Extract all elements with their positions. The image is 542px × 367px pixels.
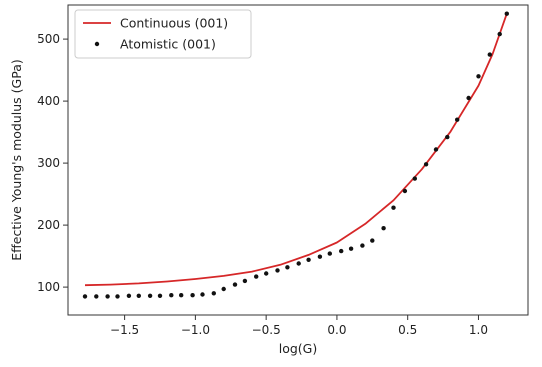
y-tick-label: 200 [37,218,60,232]
legend-entry-label: Continuous (001) [120,16,228,31]
atomistic-point [169,293,174,298]
atomistic-point [348,246,354,251]
atomistic-point [391,205,396,210]
atomistic-point [455,117,460,122]
x-tick-label: −1.0 [181,323,210,337]
x-axis-label: log(G) [279,341,318,356]
legend-box [74,9,252,59]
atomistic-point [476,74,481,79]
x-tick-label: 0.5 [398,323,417,337]
y-tick-label: 100 [37,280,60,294]
atomistic-point [296,261,301,266]
atomistic-point [264,271,269,276]
atomistic-point [317,254,323,259]
atomistic-point [254,274,259,279]
continuous-line [84,13,508,287]
atomistic-point [82,294,88,299]
atomistic-point [360,243,365,248]
atomistic-point [370,238,375,243]
atomistic-point [126,293,132,298]
atomistic-point [190,293,195,298]
atomistic-point [157,293,163,298]
legend-marker-swatch [94,41,100,47]
x-tick-label: 1.0 [469,323,488,337]
y-tick-label: 500 [37,32,60,46]
axes: −1.5 −1.0 −0.5 0.0 0.5 1.0 100 200 300 400 500 log(… [9,4,529,356]
atomistic-point [381,226,386,231]
atomistic-point [339,248,344,254]
atomistic-point [423,162,429,167]
atomistic-point [285,265,290,270]
y-axis-label: Effective Young's modulus (GPa) [9,59,24,260]
atomistic-point [136,293,141,298]
atomistic-point [242,278,248,284]
legend-entry-label: Atomistic (001) [120,37,216,52]
atomistic-point [115,294,120,299]
atomistic-point [402,188,408,194]
atomistic-point [200,292,205,297]
atomistic-point [327,251,332,256]
atomistic-point [412,176,417,181]
x-tick-label: −1.5 [110,323,139,337]
atomistic-point [433,147,439,152]
atomistic-point [105,294,110,299]
atomistic-point [487,52,492,57]
y-tick-label: 400 [37,94,60,108]
atomistic-point [504,11,509,16]
atomistic-point [94,294,99,299]
x-tick-label: −0.5 [252,323,281,337]
atomistic-point [445,134,450,140]
plot-frame [67,4,529,316]
atomistic-point [232,282,238,287]
atomistic-point [275,268,280,273]
atomistic-point [179,293,184,298]
atomistic-point [211,291,216,296]
series-layer [82,11,509,299]
atomistic-point [466,95,471,101]
atomistic-point [497,31,502,37]
y-tick-label: 300 [37,156,60,170]
atomistic-point [306,257,311,262]
atomistic-point [221,286,226,292]
legend: Continuous (001) Atomistic (001) [74,9,252,59]
x-tick-label: 0.0 [327,323,346,337]
atomistic-point [147,293,153,298]
